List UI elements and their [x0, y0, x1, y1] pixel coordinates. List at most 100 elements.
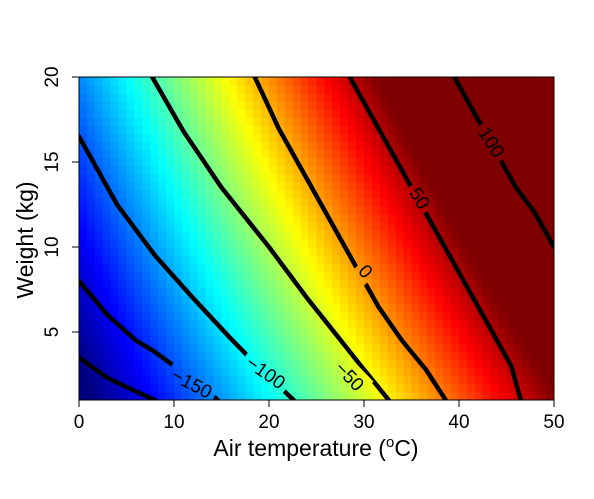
heatmap-cell [530, 222, 539, 232]
heatmap-cell [110, 391, 120, 400]
heatmap-cell [443, 109, 452, 118]
heatmap-cell [221, 141, 231, 151]
heatmap-cell [300, 190, 310, 199]
heatmap-cell [316, 214, 326, 223]
heatmap-cell [538, 303, 547, 312]
heatmap-cell [102, 214, 112, 223]
heatmap-cell [506, 278, 516, 288]
heatmap-cell [443, 335, 452, 345]
heatmap-cell [443, 93, 452, 102]
heatmap-cell [229, 311, 238, 320]
heatmap-cell [451, 295, 460, 304]
heatmap-cell [86, 165, 96, 175]
heatmap-cell [110, 117, 120, 127]
heatmap-cell [490, 270, 500, 280]
heatmap-cell [427, 270, 436, 280]
heatmap-cell [245, 125, 254, 135]
heatmap-cell [181, 351, 191, 361]
heatmap-cell [451, 359, 460, 369]
heatmap-cell [158, 214, 167, 223]
heatmap-cell [371, 246, 381, 256]
heatmap-cell [506, 303, 516, 312]
heatmap-cell [459, 190, 468, 199]
heatmap-cell [86, 77, 96, 86]
heatmap-cell [546, 93, 554, 102]
heatmap-cell [118, 351, 128, 361]
heatmap-cell [126, 375, 136, 385]
heatmap-cell [284, 85, 294, 94]
heatmap-cell [490, 327, 500, 336]
heatmap-cell [245, 327, 254, 336]
heatmap-cell [371, 262, 381, 272]
heatmap-cell [292, 270, 302, 280]
heatmap-cell [292, 311, 302, 320]
heatmap-cell [348, 141, 357, 151]
heatmap-cell [530, 351, 539, 361]
contour-line [149, 77, 391, 400]
heatmap-cell [427, 214, 436, 223]
heatmap-cell [118, 343, 128, 353]
heatmap-cell [435, 214, 444, 223]
heatmap-cell [166, 367, 175, 377]
heatmap-cell [474, 101, 484, 110]
heatmap-cell [189, 270, 199, 280]
heatmap-cell [419, 190, 428, 199]
heatmap-cell [269, 254, 278, 264]
heatmap-cell [276, 359, 286, 369]
heatmap-cell [269, 391, 278, 400]
heatmap-cell [174, 359, 183, 369]
heatmap-cell [158, 238, 167, 248]
heatmap-cell [451, 222, 460, 232]
heatmap-cell [546, 383, 554, 393]
heatmap-cell [419, 286, 428, 296]
heatmap-cell [269, 206, 278, 215]
heatmap-cell [284, 319, 294, 328]
heatmap-cell [379, 286, 389, 296]
heatmap-cell [546, 343, 554, 353]
heatmap-cell [332, 254, 341, 264]
heatmap-cell [94, 343, 104, 353]
heatmap-cell [364, 391, 373, 400]
heatmap-cell [276, 238, 286, 248]
heatmap-cell [261, 141, 270, 151]
heatmap-cell [530, 295, 539, 304]
heatmap-cell [546, 133, 554, 143]
heatmap-cell [292, 181, 302, 191]
heatmap-cell [205, 109, 215, 118]
heatmap-cell [142, 133, 151, 143]
heatmap-cell [514, 133, 523, 143]
heatmap-cell [261, 77, 270, 86]
heatmap-cell [546, 190, 554, 199]
heatmap-cell [498, 109, 508, 118]
heatmap-cell [474, 278, 484, 288]
heatmap-cell [332, 133, 341, 143]
heatmap-cell [387, 198, 397, 207]
heatmap-cell [348, 367, 357, 377]
heatmap-cell [86, 351, 96, 361]
heatmap-cell [142, 101, 151, 110]
heatmap-cell [276, 173, 286, 183]
heatmap-cell [371, 173, 381, 183]
heatmap-cell [261, 173, 270, 183]
heatmap-cell [443, 117, 452, 127]
heatmap-cell [134, 141, 143, 151]
heatmap-cell [340, 190, 349, 199]
heatmap-cell [482, 391, 492, 400]
heatmap-cell [490, 125, 500, 135]
heatmap-cell [269, 327, 278, 336]
x-axis-title: Air temperature (oC) [213, 434, 418, 461]
heatmap-cell [514, 295, 523, 304]
heatmap-cell [253, 214, 262, 223]
heatmap-cell [506, 327, 516, 336]
heatmap-cell [403, 198, 413, 207]
heatmap-cell [300, 383, 310, 393]
heatmap-cell [237, 149, 246, 159]
heatmap-cell [356, 246, 365, 256]
heatmap-cell [245, 133, 254, 143]
heatmap-cell [308, 238, 318, 248]
heatmap-cell [332, 295, 341, 304]
heatmap-cell [221, 254, 231, 264]
heatmap-cell [166, 246, 175, 256]
heatmap-cell [229, 117, 238, 127]
heatmap-cell [213, 181, 223, 191]
